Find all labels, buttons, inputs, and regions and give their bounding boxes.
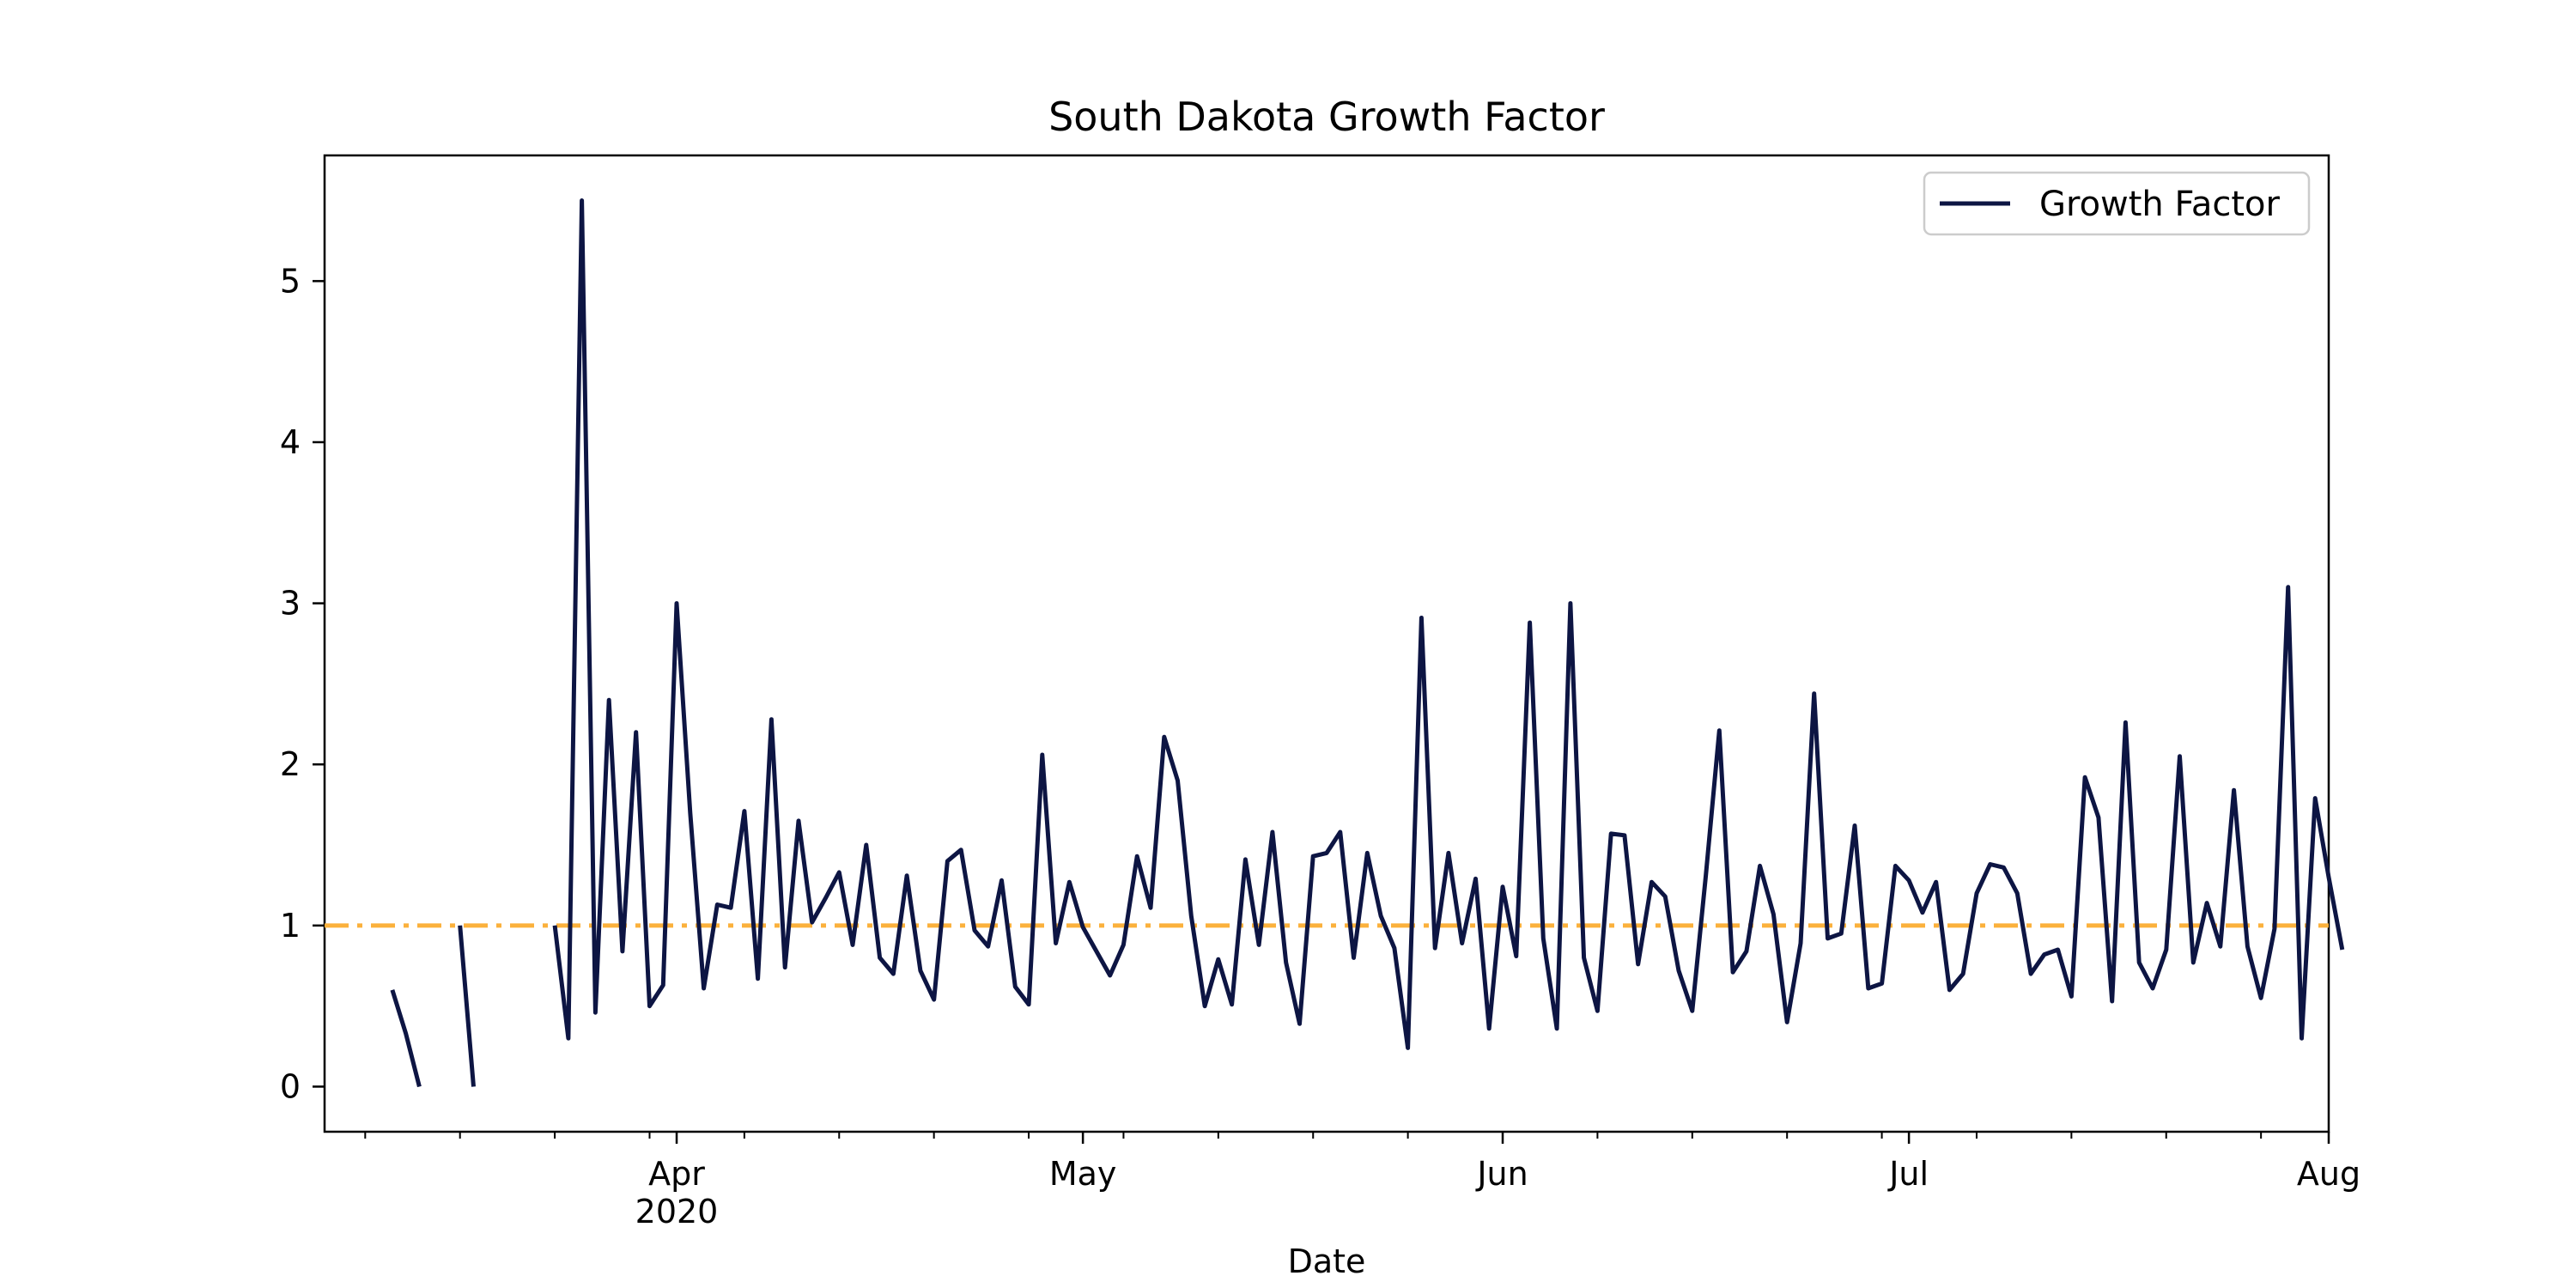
- y-tick-label: 3: [280, 585, 301, 623]
- series-line-segment: [458, 925, 476, 1087]
- chart-title: South Dakota Growth Factor: [1048, 94, 1605, 140]
- legend: Growth Factor: [1923, 171, 2311, 236]
- y-axis: 0 1 2 3 4 5: [280, 262, 325, 1105]
- x-tick-label: May: [1049, 1155, 1117, 1193]
- plot-area: [323, 154, 2330, 1133]
- x-tick-label: Jul: [1887, 1155, 1929, 1193]
- x-tick-label: Aug: [2297, 1155, 2360, 1193]
- series-line-segment: [390, 989, 422, 1088]
- legend-label: Growth Factor: [2039, 185, 2280, 224]
- plot-frame: [323, 154, 2330, 1133]
- x-tick-sublabel: 2020: [635, 1193, 719, 1230]
- y-tick-label: 1: [280, 907, 301, 945]
- y-tick-label: 4: [280, 423, 301, 461]
- x-axis-label: Date: [1288, 1242, 1366, 1280]
- y-tick-label: 0: [280, 1067, 301, 1105]
- series-line-segment: [552, 198, 2345, 1050]
- plot-background: [325, 155, 2329, 1132]
- series-layer: [390, 198, 2345, 1088]
- y-tick-label: 5: [280, 262, 301, 300]
- y-tick-label: 2: [280, 745, 301, 783]
- legend-box: [1923, 171, 2311, 236]
- x-tick-label: Jun: [1475, 1155, 1528, 1193]
- x-tick-label: Apr: [648, 1155, 705, 1193]
